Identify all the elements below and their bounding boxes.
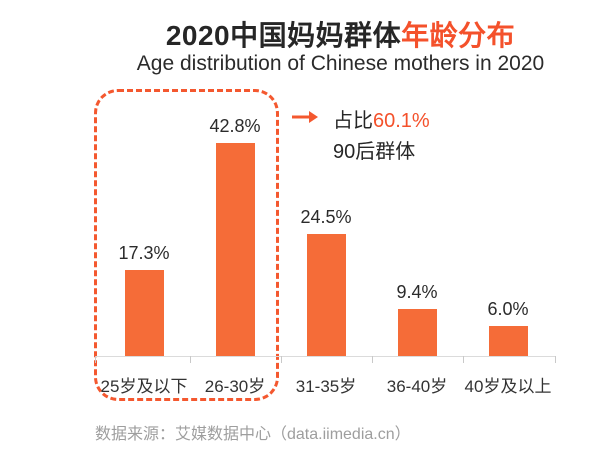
- value-label: 17.3%: [118, 243, 170, 263]
- axis-tick: [372, 356, 373, 363]
- value-label: 6.0%: [487, 299, 529, 319]
- page-title: 2020中国妈妈群体年龄分布: [70, 14, 611, 54]
- share-value: 60.1%: [373, 110, 430, 132]
- page-subtitle: Age distribution of Chinese mothers in 2…: [136, 52, 545, 75]
- axis-tick: [95, 356, 96, 363]
- axis-tick: [463, 356, 464, 363]
- x-axis-label: 26-30岁: [204, 377, 266, 396]
- value-label: 42.8%: [209, 116, 261, 136]
- x-axis-line: [95, 356, 556, 357]
- axis-tick: [555, 356, 556, 363]
- share-label: 占比60.1%: [333, 104, 430, 133]
- title-accent-text: 年龄分布: [401, 20, 516, 51]
- highlight-group-box: [94, 89, 279, 401]
- bar-40岁及以上: [488, 326, 528, 356]
- group-name-label: 90后群体: [333, 141, 416, 163]
- bar-26-30岁: [215, 143, 255, 356]
- x-axis-label: 25岁及以下: [100, 377, 188, 396]
- x-axis-label: 36-40岁: [386, 377, 448, 396]
- x-axis-label: 40岁及以上: [464, 377, 552, 396]
- data-source-note: 数据来源：艾媒数据中心（data.iimedia.cn）: [95, 426, 411, 443]
- value-label: 9.4%: [396, 282, 438, 302]
- x-axis-label: 31-35岁: [295, 377, 357, 396]
- right-arrow-icon: [292, 111, 318, 123]
- share-label-prefix: 占比: [333, 110, 373, 132]
- axis-tick: [190, 356, 191, 363]
- bar-36-40岁: [397, 309, 437, 356]
- value-label: 24.5%: [300, 207, 352, 227]
- axis-tick: [281, 356, 282, 363]
- bar-31-35岁: [306, 234, 346, 356]
- bar-25岁及以下: [124, 270, 164, 356]
- title-main-text: 2020中国妈妈群体: [165, 20, 402, 51]
